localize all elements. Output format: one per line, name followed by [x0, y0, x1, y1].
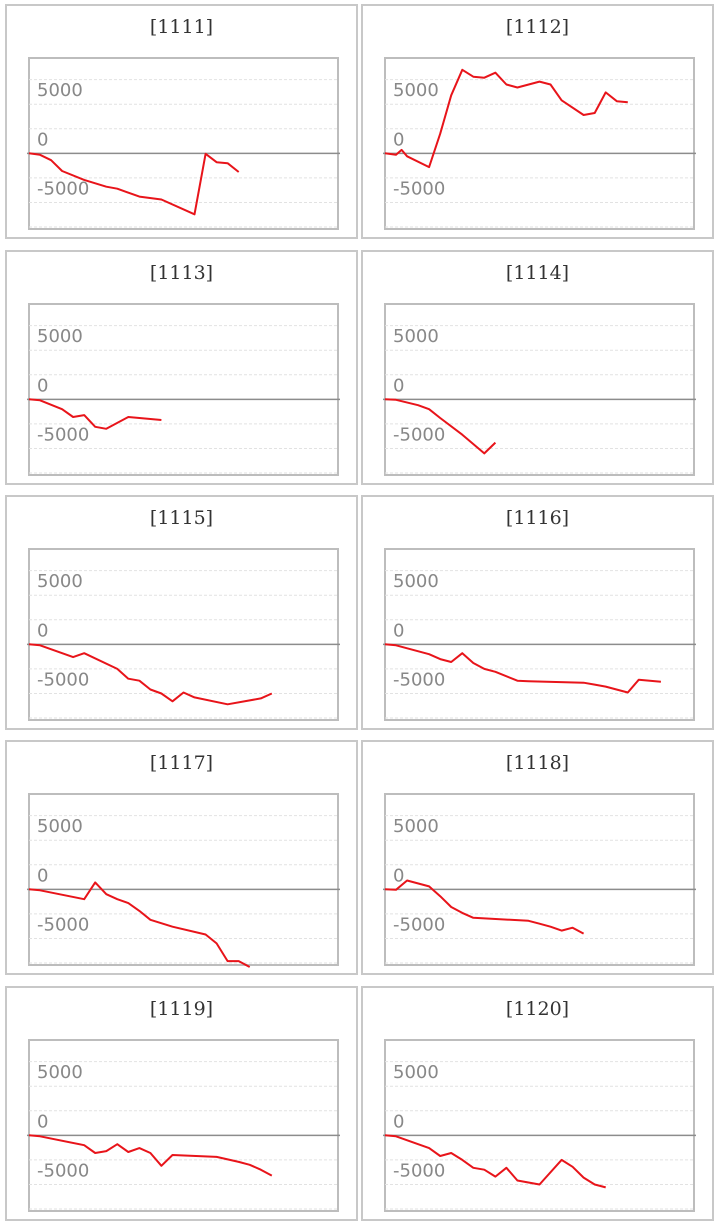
chart-plot: 5000 0 -5000: [383, 303, 696, 476]
plot-frame: [384, 303, 695, 476]
series-line: [28, 643, 273, 706]
series-line: [384, 398, 497, 455]
chart-panel: [1115] 5000 0 -5000: [5, 495, 358, 730]
y-tick-label: 0: [393, 375, 404, 396]
series-line: [384, 68, 628, 169]
chart-title: [1118]: [505, 752, 570, 774]
y-tick-label: 5000: [393, 816, 439, 837]
y-tick-label: -5000: [37, 669, 89, 690]
y-tick-label: -5000: [393, 669, 445, 690]
plot-frame: [28, 548, 339, 721]
y-tick-label: 0: [37, 865, 48, 886]
chart-title: [1113]: [149, 262, 214, 284]
y-tick-label: -5000: [37, 424, 89, 445]
series-line: [28, 152, 240, 216]
chart-title: [1114]: [505, 262, 570, 284]
chart-panel: [1114] 5000 0 -5000: [361, 250, 714, 485]
y-tick-label: 5000: [37, 326, 83, 347]
chart-title: [1119]: [149, 998, 214, 1020]
chart-panel: [1113] 5000 0 -5000: [5, 250, 358, 485]
y-tick-label: -5000: [37, 1160, 89, 1181]
chart-plot: 5000 0 -5000: [383, 548, 696, 721]
y-tick-label: -5000: [37, 178, 89, 199]
y-tick-label: 5000: [37, 571, 83, 592]
y-tick-label: 0: [393, 620, 404, 641]
series-line: [28, 1134, 273, 1177]
series-line: [28, 881, 251, 968]
chart-panel: [1118] 5000 0 -5000: [361, 740, 714, 975]
chart-panel: [1116] 5000 0 -5000: [361, 495, 714, 730]
y-tick-label: -5000: [393, 424, 445, 445]
y-tick-label: 0: [393, 129, 404, 150]
plot-frame: [384, 1039, 695, 1212]
chart-title: [1111]: [149, 16, 214, 38]
plot-frame: [28, 1039, 339, 1212]
series-line: [384, 879, 585, 935]
y-tick-label: 0: [393, 865, 404, 886]
chart-panel: [1112] 5000 0 -5000: [361, 4, 714, 239]
chart-title: [1112]: [505, 16, 570, 38]
y-tick-label: 0: [37, 620, 48, 641]
y-tick-label: -5000: [393, 178, 445, 199]
chart-title: [1116]: [505, 507, 570, 529]
chart-panel: [1117] 5000 0 -5000: [5, 740, 358, 975]
chart-plot: 5000 0 -5000: [383, 57, 696, 230]
y-tick-label: 5000: [37, 816, 83, 837]
chart-plot: 5000 0 -5000: [383, 793, 696, 966]
y-tick-label: 0: [37, 375, 48, 396]
y-tick-label: 0: [37, 1111, 48, 1132]
y-tick-label: -5000: [393, 1160, 445, 1181]
y-tick-label: 5000: [393, 326, 439, 347]
series-line: [384, 643, 661, 694]
series-line: [384, 1134, 606, 1189]
y-tick-label: 5000: [393, 80, 439, 101]
y-tick-label: 5000: [37, 1062, 83, 1083]
y-tick-label: 5000: [393, 1062, 439, 1083]
plot-frame: [28, 303, 339, 476]
series-line: [28, 398, 162, 430]
chart-plot: 5000 0 -5000: [27, 548, 340, 721]
chart-title: [1115]: [149, 507, 214, 529]
chart-plot: 5000 0 -5000: [383, 1039, 696, 1212]
chart-plot: 5000 0 -5000: [27, 303, 340, 476]
chart-panel: [1111] 5000 0 -5000: [5, 4, 358, 239]
chart-panel: [1120] 5000 0 -5000: [361, 986, 714, 1221]
plot-frame: [384, 548, 695, 721]
y-tick-label: 5000: [37, 80, 83, 101]
y-tick-label: 5000: [393, 571, 439, 592]
y-tick-label: 0: [393, 1111, 404, 1132]
y-tick-label: -5000: [393, 914, 445, 935]
chart-title: [1117]: [149, 752, 214, 774]
chart-plot: 5000 0 -5000: [27, 1039, 340, 1212]
plot-frame: [384, 57, 695, 230]
y-tick-label: -5000: [37, 914, 89, 935]
y-tick-label: 0: [37, 129, 48, 150]
plot-frame: [384, 793, 695, 966]
chart-title: [1120]: [505, 998, 570, 1020]
plot-frame: [28, 793, 339, 966]
chart-panel: [1119] 5000 0 -5000: [5, 986, 358, 1221]
plot-frame: [28, 57, 339, 230]
chart-plot: 5000 0 -5000: [27, 793, 340, 968]
chart-plot: 5000 0 -5000: [27, 57, 340, 230]
